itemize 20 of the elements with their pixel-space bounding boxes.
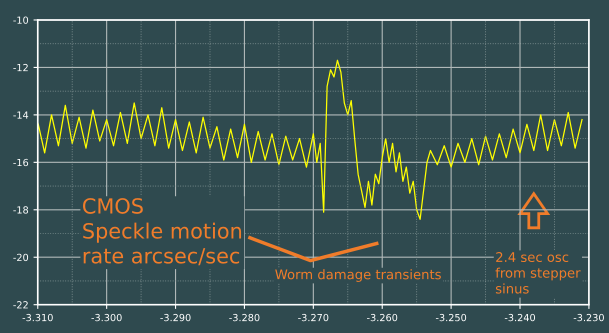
x-tick-label: -3.230: [574, 314, 604, 322]
y-tick-label: -14: [13, 111, 28, 119]
x-tick-label: -3.290: [160, 314, 191, 322]
y-tick-label: -18: [13, 206, 28, 214]
y-tick-label: -22: [13, 301, 28, 308]
y-tick-label: -16: [13, 158, 28, 166]
x-tick-label: -3.240: [504, 314, 536, 322]
y-tick-label: -20: [13, 254, 28, 262]
annotation: Worm damage transients: [275, 269, 441, 282]
y-tick-label: -10: [13, 16, 28, 24]
x-tick-label: -3.300: [91, 314, 122, 322]
annotation: 2.4 sec osc from stepper sinus: [496, 252, 581, 294]
x-tick-label: -3.280: [229, 314, 260, 322]
x-tick-label: -3.270: [298, 314, 328, 322]
x-tick-label: -3.310: [22, 314, 53, 322]
x-tick-label: -3.250: [436, 314, 466, 322]
line-series: [38, 60, 583, 220]
annotation: CMOS Speckle motion rate arcsec/sec: [83, 198, 242, 266]
y-tick-label: -12: [13, 64, 28, 72]
x-tick-label: -3.260: [367, 314, 398, 322]
